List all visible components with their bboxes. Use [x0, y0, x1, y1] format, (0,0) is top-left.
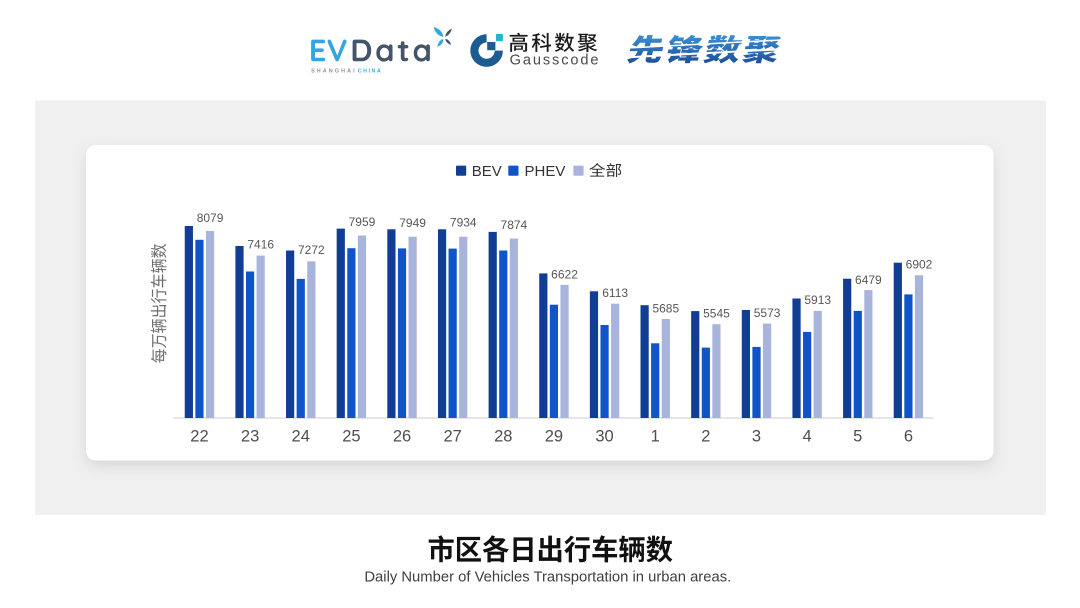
- svg-text:30: 30: [595, 428, 613, 446]
- svg-text:6: 6: [904, 428, 913, 446]
- svg-text:25: 25: [342, 428, 360, 446]
- svg-text:24: 24: [292, 428, 310, 446]
- svg-text:Gausscode: Gausscode: [510, 53, 599, 69]
- svg-text:27: 27: [443, 428, 461, 446]
- svg-text:CHINA: CHINA: [358, 69, 381, 75]
- svg-text:1: 1: [651, 428, 660, 446]
- svg-text:7416: 7416: [247, 237, 274, 251]
- svg-text:22: 22: [190, 428, 208, 446]
- svg-text:4: 4: [803, 428, 812, 446]
- svg-text:23: 23: [241, 428, 259, 446]
- svg-text:5545: 5545: [703, 307, 730, 321]
- svg-text:5573: 5573: [754, 306, 781, 320]
- svg-text:3: 3: [752, 428, 761, 446]
- svg-text:8079: 8079: [197, 211, 224, 225]
- svg-text:7949: 7949: [399, 216, 426, 230]
- svg-text:Daily Number of Vehicles Trans: Daily Number of Vehicles Transportation …: [364, 570, 731, 586]
- svg-text:5685: 5685: [652, 302, 679, 316]
- svg-text:7959: 7959: [349, 215, 376, 229]
- svg-text:26: 26: [393, 428, 411, 446]
- svg-text:7874: 7874: [501, 218, 528, 232]
- svg-text:6902: 6902: [906, 258, 933, 272]
- svg-text:6479: 6479: [855, 273, 882, 287]
- svg-text:6622: 6622: [551, 268, 578, 282]
- svg-text:5913: 5913: [804, 293, 831, 307]
- svg-text:28: 28: [494, 428, 512, 446]
- svg-text:7934: 7934: [450, 216, 477, 230]
- svg-text:29: 29: [545, 428, 563, 446]
- svg-text:5: 5: [853, 428, 862, 446]
- svg-text:PHEV: PHEV: [525, 163, 566, 180]
- svg-text:7272: 7272: [298, 243, 325, 257]
- svg-text:BEV: BEV: [472, 163, 502, 180]
- svg-text:6113: 6113: [602, 286, 628, 300]
- svg-text:2: 2: [701, 428, 710, 446]
